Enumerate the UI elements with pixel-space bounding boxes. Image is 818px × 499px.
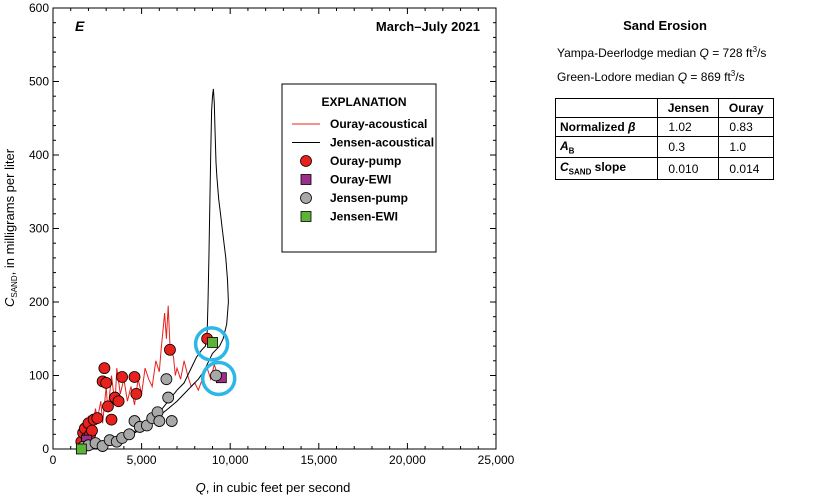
point-jensen-pump	[162, 391, 175, 404]
legend-label-ouray-ewi: Ouray-EWI	[330, 173, 391, 187]
point-ouray-pump	[112, 395, 125, 408]
median-value: = 869 ft	[687, 70, 731, 84]
stats-header-blank	[554, 98, 659, 118]
stats-row-label: CSAND slope	[554, 157, 659, 180]
x-tick-label: 20,000	[389, 453, 426, 467]
x-tick-label: 0	[50, 453, 57, 467]
stats-cell-jensen: 0.3	[657, 135, 720, 159]
stats-row-normalized-beta: Normalized β 1.02 0.83	[554, 117, 774, 137]
point-jensen-ewi	[207, 337, 218, 348]
median-var: Q	[699, 46, 709, 60]
stats-cell-ouray: 1.0	[718, 135, 774, 159]
point-jensen-pump	[210, 369, 222, 382]
median-sup: 3	[730, 69, 736, 78]
legend-swatch-jensen-pump	[300, 192, 312, 204]
point-ouray-pump	[164, 343, 176, 356]
y-tick-label: 200	[29, 295, 49, 309]
stats-table: Jensen Ouray Normalized β 1.02 0.83 AB 0…	[554, 98, 774, 180]
stats-row-label: Normalized β	[554, 117, 659, 137]
row-label-sub: B	[568, 146, 575, 156]
stats-cell-jensen: 0.010	[657, 157, 720, 180]
median-sup: 3	[752, 45, 758, 54]
legend-title: EXPLANATION	[321, 95, 406, 109]
x-tick-label: 15,000	[300, 453, 337, 467]
stats-cell-jensen: 1.02	[657, 117, 720, 137]
median-yampa-deerlodge: Yampa-Deerlodge median Q = 728 ft3/s	[557, 45, 775, 60]
median-unit: /s	[757, 46, 767, 60]
legend-label-ouray-pump: Ouray-pump	[330, 154, 401, 168]
stats-cell-ouray: 0.83	[718, 117, 774, 137]
row-label-sub: SAND	[568, 167, 592, 177]
row-label-var: A	[560, 139, 569, 153]
median-prefix: Green-Lodore median	[557, 70, 678, 84]
point-ouray-pump	[91, 412, 104, 425]
x-axis-title: Q, in cubic feet per second	[196, 480, 351, 495]
x-axis-title-text: , in cubic feet per second	[206, 480, 351, 495]
stats-header-ouray: Ouray	[718, 98, 774, 118]
point-jensen-pump	[165, 415, 178, 427]
legend-label-ouray-acoustical: Ouray-acoustical	[330, 117, 427, 131]
x-tick-label: 10,000	[212, 453, 249, 467]
point-ouray-pump	[102, 400, 114, 413]
median-value: = 728 ft	[708, 46, 753, 60]
y-tick-label: 600	[29, 1, 49, 15]
y-axis-title-sub: SAND	[10, 275, 19, 297]
median-prefix: Yampa-Deerlodge median	[557, 46, 700, 60]
side-panel-title: Sand Erosion	[623, 18, 707, 33]
point-ouray-pump	[105, 413, 118, 426]
date-range-label: March–July 2021	[376, 19, 480, 34]
y-tick-label: 100	[29, 369, 49, 383]
legend-label-jensen-pump: Jensen-pump	[330, 191, 408, 205]
stats-header-jensen: Jensen	[657, 98, 720, 118]
row-label-text: Normalized	[560, 120, 629, 134]
stats-header-row: Jensen Ouray	[554, 98, 774, 118]
row-label-var: β	[628, 120, 636, 134]
median-green-lodore: Green-Lodore median Q = 869 ft3/s	[557, 69, 775, 84]
median-unit: /s	[735, 70, 745, 84]
x-axis-title-var: Q	[196, 480, 206, 495]
point-ouray-pump	[116, 371, 129, 383]
point-ouray-pump	[128, 371, 141, 383]
panel-letter: E	[75, 18, 85, 34]
legend-label-jensen-ewi: Jensen-EWI	[330, 210, 398, 224]
x-tick-label: 25,000	[478, 453, 515, 467]
legend-label-jensen-acoustical: Jensen-acoustical	[330, 136, 434, 150]
legend: EXPLANATION Ouray-acoustical Jensen-acous…	[281, 83, 437, 253]
x-tick-label: 5,000	[127, 453, 157, 467]
point-ouray-pump	[98, 362, 111, 375]
y-tick-label: 500	[29, 75, 49, 89]
y-axis-title: CSAND, in milligrams per liter	[2, 148, 19, 307]
series-line-jensen-acoustical	[81, 88, 229, 448]
legend-box	[281, 83, 437, 253]
stats-cell-ouray: 0.014	[718, 157, 774, 180]
stats-row-csand-slope: CSAND slope 0.010 0.014	[554, 157, 774, 180]
point-jensen-pump	[160, 373, 173, 386]
row-label-var: C	[560, 160, 569, 175]
median-var: Q	[677, 70, 688, 84]
point-ouray-pump	[86, 424, 98, 437]
y-tick-label: 400	[29, 148, 49, 162]
stats-row-label: AB	[554, 135, 659, 159]
y-tick-label: 300	[29, 222, 49, 236]
point-ouray-pump	[100, 376, 113, 389]
point-jensen-pump	[123, 428, 136, 441]
point-jensen-pump	[153, 415, 166, 427]
legend-swatch-ouray-ewi	[300, 174, 312, 185]
legend-swatch-ouray-pump	[300, 155, 312, 167]
point-jensen-ewi	[75, 443, 87, 455]
row-label-suffix: slope	[591, 160, 627, 175]
y-tick-label: 0	[42, 442, 49, 456]
stats-row-ab: AB 0.3 1.0	[554, 135, 774, 159]
point-ouray-pump	[130, 387, 143, 400]
highlight-circle	[193, 326, 230, 362]
y-axis-title-text: , in milligrams per liter	[2, 148, 17, 275]
highlight-circle	[200, 360, 237, 397]
legend-swatch-jensen-ewi	[300, 211, 312, 222]
y-axis-title-var: C	[2, 297, 17, 307]
sand-erosion-panel: Sand Erosion Yampa-Deerlodge median Q = …	[554, 18, 775, 180]
